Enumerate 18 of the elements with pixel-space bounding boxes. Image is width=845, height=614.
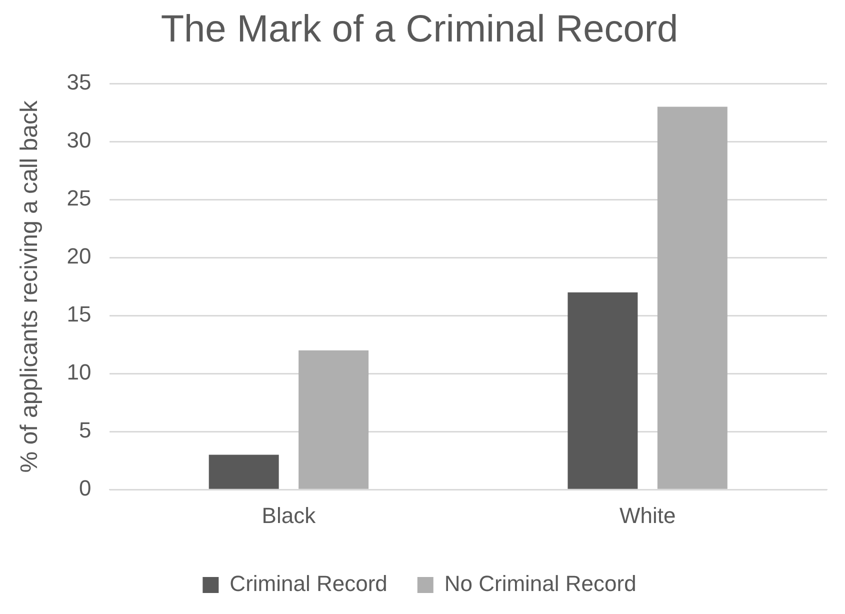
legend-label: No Criminal Record	[444, 571, 636, 596]
y-tick-label: 20	[66, 244, 92, 269]
chart-title: The Mark of a Criminal Record	[160, 8, 678, 50]
bar	[568, 292, 638, 489]
legend-label: Criminal Record	[230, 571, 388, 596]
bar	[298, 350, 369, 489]
x-tick-label: Black	[262, 502, 317, 528]
bar	[208, 454, 279, 489]
y-tick-label: 15	[66, 302, 92, 327]
y-tick-label: 0	[79, 476, 92, 501]
y-tick-label: 35	[66, 70, 92, 95]
y-tick-label: 5	[79, 418, 92, 443]
bar	[657, 106, 728, 489]
y-tick-label: 10	[66, 360, 92, 385]
y-axis-title: % of applicants reciving a call back	[16, 100, 44, 473]
x-tick-label: White	[619, 502, 676, 528]
y-tick-label: 25	[66, 186, 92, 211]
y-tick-label: 30	[66, 128, 92, 153]
